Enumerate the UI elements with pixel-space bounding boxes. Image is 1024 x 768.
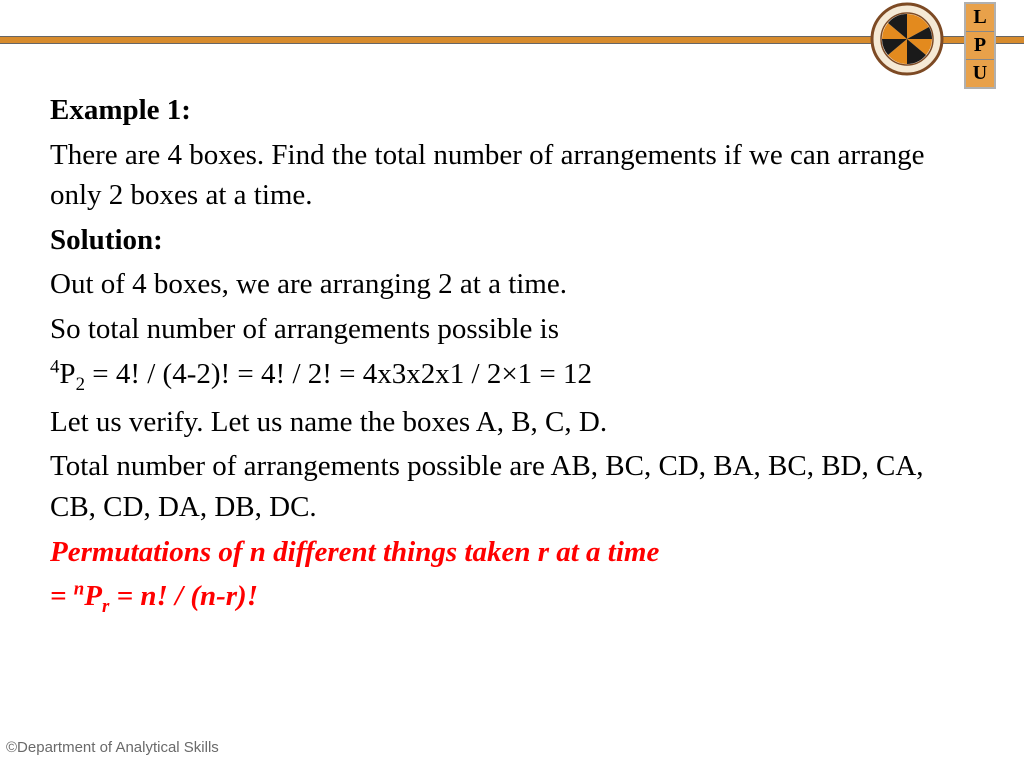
solution-formula: 4P2 = 4! / (4-2)! = 4! / 2! = 4x3x2x1 / … [50,354,970,398]
footer-copyright: ©Department of Analytical Skills [6,739,219,756]
solution-line-4: Let us verify. Let us name the boxes A, … [50,402,970,443]
university-seal-logo [870,2,944,76]
permutation-rule-2: = nPr = n! / (n-r)! [50,576,970,620]
rule2-sup: n [74,578,84,599]
solution-label: Solution: [50,220,970,261]
slide-content: Example 1: There are 4 boxes. Find the t… [50,90,970,624]
lpu-letter-L: L [966,4,994,32]
formula-superscript: 4 [50,356,59,377]
lpu-letter-P: P [966,32,994,60]
rule2-P: P [84,580,102,612]
example-title: Example 1: [50,90,970,131]
solution-line-5: Total number of arrangements possible ar… [50,446,970,527]
solution-line-1: Out of 4 boxes, we are arranging 2 at a … [50,264,970,305]
rule2-prefix: = [50,580,74,612]
formula-rest: = 4! / (4-2)! = 4! / 2! = 4x3x2x1 / 2×1 … [85,358,592,390]
permutation-rule-1: Permutations of n different things taken… [50,532,970,573]
lpu-badge: L P U [964,2,996,89]
formula-P: P [59,358,75,390]
formula-subscript: 2 [76,373,85,394]
rule2-rest: = n! / (n-r)! [109,580,258,612]
problem-statement: There are 4 boxes. Find the total number… [50,135,970,216]
lpu-letter-U: U [966,60,994,87]
solution-line-2: So total number of arrangements possible… [50,309,970,350]
